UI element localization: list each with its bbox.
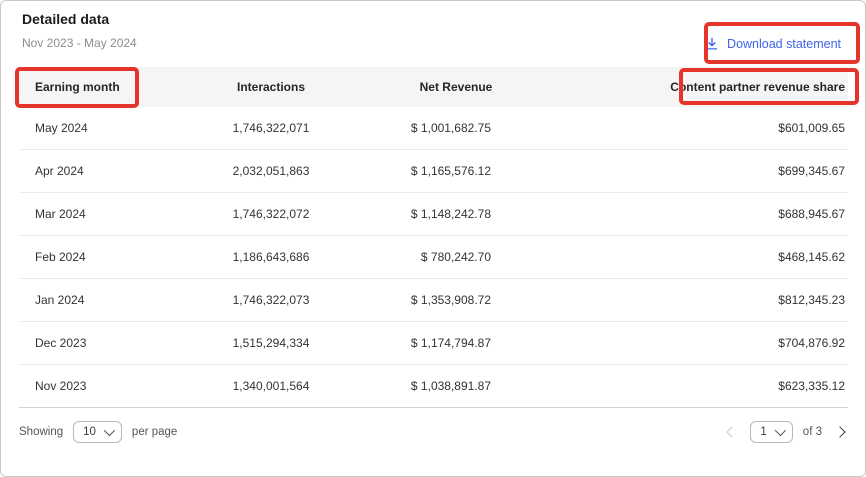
cell-revenue-share: $699,345.67 (778, 164, 845, 178)
table-row: Nov 2023 1,340,001,564 $ 1,038,891.87 $6… (19, 364, 848, 407)
previous-page-button[interactable] (724, 424, 740, 440)
cell-net-revenue: $ 1,353,908.72 (410, 293, 491, 307)
cell-earning-month: Nov 2023 (35, 379, 87, 393)
cell-earning-month: Mar 2024 (35, 207, 86, 221)
per-page-label: per page (131, 426, 178, 438)
page-number-select[interactable]: 1 (750, 421, 793, 443)
cell-earning-month: Apr 2024 (35, 164, 84, 178)
table-body: May 2024 1,746,322,071 $ 1,001,682.75 $6… (19, 107, 848, 408)
chevron-down-icon (103, 424, 115, 437)
cell-earning-month: Feb 2024 (35, 250, 86, 264)
column-header-earning-month: Earning month (35, 80, 120, 94)
table-row: Mar 2024 1,746,322,072 $ 1,148,242.78 $6… (19, 192, 848, 235)
cell-net-revenue: $ 780,242.70 (420, 250, 491, 264)
cell-net-revenue: $ 1,148,242.78 (410, 207, 491, 221)
cell-revenue-share: $468,145.62 (778, 250, 845, 264)
cell-net-revenue: $ 1,001,682.75 (410, 121, 491, 135)
cell-revenue-share: $704,876.92 (778, 336, 845, 350)
table-row: Apr 2024 2,032,051,863 $ 1,165,576.12 $6… (19, 149, 848, 192)
cell-interactions: 1,746,322,071 (232, 121, 310, 135)
cell-revenue-share: $688,945.67 (778, 207, 845, 221)
cell-net-revenue: $ 1,038,891.87 (410, 379, 491, 393)
table-row: Jan 2024 1,746,322,073 $ 1,353,908.72 $8… (19, 278, 848, 321)
of-total-label: of 3 (802, 426, 822, 438)
cell-interactions: 1,186,643,686 (232, 250, 310, 264)
cell-earning-month: Dec 2023 (35, 336, 87, 350)
cell-revenue-share: $623,335.12 (778, 379, 845, 393)
column-header-net-revenue: Net Revenue (419, 80, 493, 94)
date-range: Nov 2023 - May 2024 (22, 36, 137, 50)
cell-net-revenue: $ 1,165,576.12 (410, 164, 491, 178)
table-header-row: Earning month Interactions Net Revenue C… (19, 67, 848, 107)
table-row: Dec 2023 1,515,294,334 $ 1,174,794.87 $7… (19, 321, 848, 364)
cell-interactions: 1,340,001,564 (232, 379, 310, 393)
page-title: Detailed data (22, 11, 110, 27)
showing-label: Showing (19, 426, 64, 438)
earnings-table: Earning month Interactions Net Revenue C… (19, 67, 848, 408)
table-row: Feb 2024 1,186,643,686 $ 780,242.70 $468… (19, 235, 848, 278)
page-size-select[interactable]: 10 (73, 421, 122, 443)
cell-interactions: 1,515,294,334 (232, 336, 310, 350)
download-label: Download statement (727, 37, 841, 51)
cell-revenue-share: $601,009.65 (778, 121, 845, 135)
current-page-value: 1 (760, 426, 767, 438)
cell-interactions: 1,746,322,073 (232, 293, 310, 307)
cell-earning-month: Jan 2024 (35, 293, 85, 307)
cell-revenue-share: $812,345.23 (778, 293, 845, 307)
cell-interactions: 2,032,051,863 (232, 164, 310, 178)
chevron-down-icon (774, 424, 786, 437)
cell-net-revenue: $ 1,174,794.87 (410, 336, 491, 350)
page-size-value: 10 (83, 426, 96, 438)
cell-interactions: 1,746,322,072 (232, 207, 310, 221)
next-page-button[interactable] (832, 424, 848, 440)
chevron-right-icon (834, 426, 846, 438)
download-statement-link[interactable]: Download statement (705, 37, 841, 51)
cell-earning-month: May 2024 (35, 121, 88, 135)
download-icon (705, 37, 719, 51)
column-header-interactions: Interactions (236, 80, 305, 94)
column-header-content-partner-revenue-share: Content partner revenue share (670, 80, 845, 94)
table-row: May 2024 1,746,322,071 $ 1,001,682.75 $6… (19, 107, 848, 149)
table-footer: Showing 10 per page 1 of 3 (19, 404, 848, 460)
chevron-left-icon (726, 426, 739, 438)
